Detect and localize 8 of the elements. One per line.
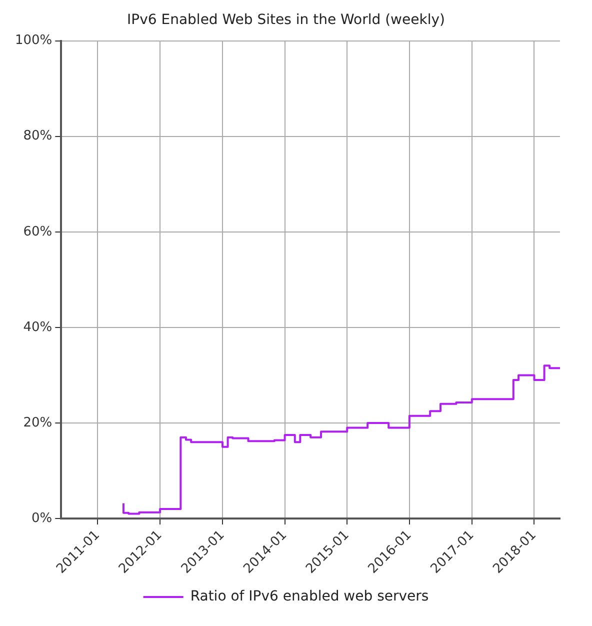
y-tick-label: 0% <box>32 510 52 526</box>
y-tick-label: 60% <box>23 224 52 240</box>
y-tick-label: 40% <box>23 320 52 335</box>
y-tick-label: 80% <box>23 128 52 144</box>
y-tick-label: 20% <box>23 415 52 430</box>
y-tick-label: 100% <box>14 33 52 48</box>
legend-label: Ratio of IPv6 enabled web servers <box>190 588 429 605</box>
chart-title: IPv6 Enabled Web Sites in the World (weekly) <box>127 12 445 28</box>
